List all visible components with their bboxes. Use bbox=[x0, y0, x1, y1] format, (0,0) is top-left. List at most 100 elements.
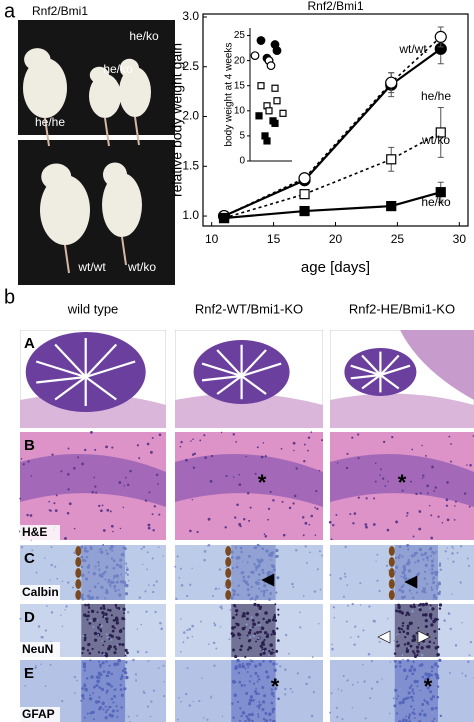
cell bbox=[274, 619, 278, 622]
cell bbox=[153, 505, 156, 508]
cell bbox=[238, 719, 241, 722]
cell bbox=[314, 506, 317, 509]
cell bbox=[330, 538, 333, 541]
cell bbox=[87, 710, 90, 713]
cell bbox=[392, 697, 395, 700]
cell bbox=[336, 716, 339, 719]
cell bbox=[272, 695, 275, 698]
cell bbox=[65, 605, 68, 608]
cell bbox=[121, 669, 125, 673]
marker bbox=[271, 84, 279, 92]
cell bbox=[426, 645, 431, 649]
cell bbox=[410, 554, 414, 558]
series-line bbox=[223, 36, 442, 217]
fissure bbox=[350, 364, 381, 377]
cell bbox=[232, 592, 236, 597]
cell bbox=[232, 633, 236, 637]
cell bbox=[236, 700, 240, 704]
cell bbox=[369, 697, 372, 700]
cell bbox=[418, 547, 423, 552]
cell bbox=[190, 440, 192, 442]
cell bbox=[307, 436, 311, 439]
cell bbox=[94, 448, 97, 451]
cell bbox=[101, 661, 105, 665]
cell bbox=[160, 627, 164, 631]
cell bbox=[402, 697, 406, 701]
cell bbox=[230, 556, 234, 559]
cell bbox=[413, 605, 416, 609]
cell bbox=[363, 680, 366, 683]
fissure bbox=[54, 376, 87, 401]
cell bbox=[469, 641, 473, 644]
cell bbox=[27, 460, 30, 463]
cell bbox=[97, 634, 100, 636]
marker bbox=[272, 46, 282, 55]
cell bbox=[400, 611, 405, 615]
cell bbox=[119, 688, 123, 691]
cell bbox=[342, 674, 345, 678]
cell bbox=[121, 643, 125, 647]
cell bbox=[50, 611, 54, 614]
cell bbox=[120, 573, 123, 576]
cell bbox=[427, 672, 431, 677]
cell bbox=[100, 624, 104, 628]
cell bbox=[438, 562, 442, 565]
cell bbox=[413, 551, 418, 556]
cell bbox=[104, 705, 107, 708]
cell bbox=[398, 605, 401, 608]
cell bbox=[84, 603, 87, 607]
cell bbox=[386, 618, 389, 620]
cell bbox=[381, 678, 383, 680]
cell bbox=[308, 675, 311, 679]
cell bbox=[231, 616, 235, 620]
cell bbox=[149, 715, 152, 718]
cell bbox=[277, 697, 280, 701]
cell bbox=[98, 686, 102, 689]
cell bbox=[100, 574, 104, 578]
cell bbox=[256, 446, 259, 449]
cell bbox=[357, 635, 360, 638]
cell bbox=[244, 655, 247, 658]
cell bbox=[240, 714, 243, 718]
cell bbox=[359, 604, 362, 606]
marker bbox=[255, 112, 263, 120]
cell bbox=[257, 715, 260, 718]
marker bbox=[257, 82, 265, 90]
cell bbox=[454, 505, 456, 507]
cell bbox=[248, 646, 252, 650]
cell bbox=[176, 555, 179, 558]
cell bbox=[433, 617, 438, 622]
cell bbox=[391, 435, 394, 439]
cell bbox=[218, 568, 221, 571]
cell bbox=[236, 593, 240, 597]
cell bbox=[468, 505, 471, 508]
cell bbox=[429, 554, 432, 557]
cell bbox=[253, 602, 257, 607]
cell bbox=[263, 694, 267, 698]
cell bbox=[438, 583, 442, 586]
cell bbox=[435, 647, 438, 650]
cell bbox=[238, 483, 242, 487]
cell bbox=[340, 689, 343, 692]
label-bg bbox=[20, 525, 60, 540]
cell bbox=[252, 682, 256, 685]
cell bbox=[346, 452, 349, 455]
cell bbox=[388, 712, 391, 715]
cell bbox=[412, 660, 415, 663]
cell bbox=[157, 667, 160, 670]
cell bbox=[179, 567, 182, 570]
marker bbox=[266, 61, 276, 71]
cell bbox=[114, 589, 118, 592]
cell bbox=[387, 480, 389, 483]
cell bbox=[236, 623, 240, 627]
cell bbox=[351, 683, 354, 686]
cell bbox=[106, 670, 111, 675]
cell bbox=[116, 607, 119, 610]
asterisk: * bbox=[424, 674, 433, 699]
cell bbox=[259, 623, 261, 626]
cell bbox=[429, 546, 433, 550]
cell bbox=[186, 667, 189, 670]
row-label: C bbox=[24, 550, 35, 567]
cell bbox=[373, 497, 376, 500]
cell bbox=[99, 630, 102, 633]
